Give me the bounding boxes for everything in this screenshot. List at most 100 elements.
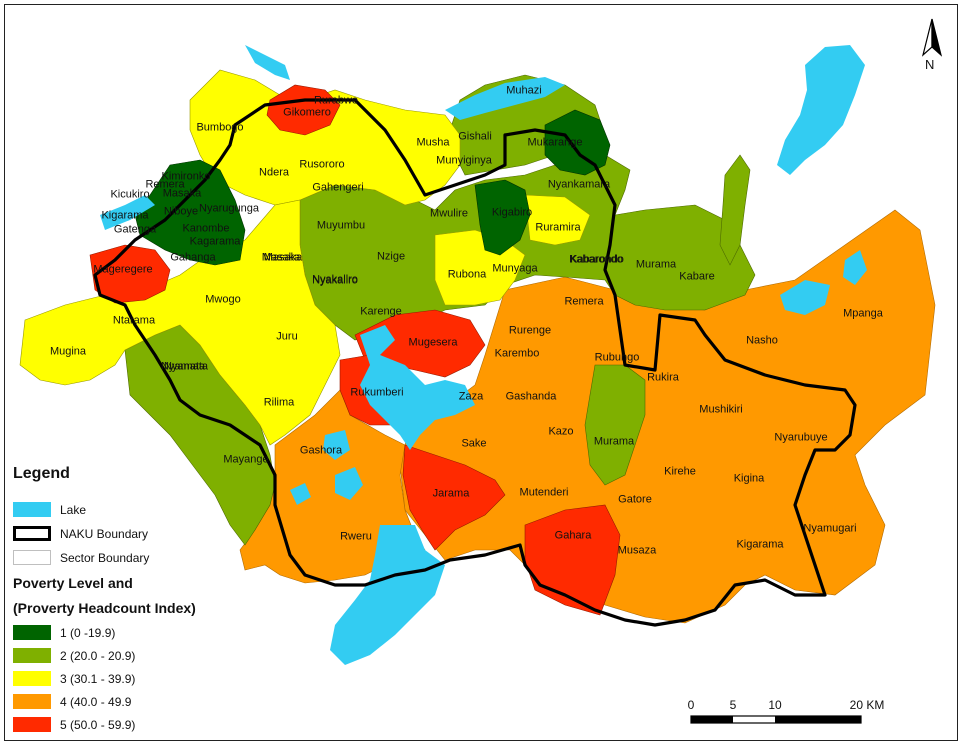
sector-label: Nyamata — [163, 360, 209, 373]
scale-tick-label: 20 KM — [849, 698, 885, 712]
sector-label: Mpanga — [843, 307, 883, 320]
sector-label: Ndera — [259, 166, 289, 179]
legend-label: 3 (30.1 - 39.9) — [60, 672, 136, 686]
sector-label: Nasho — [746, 334, 778, 347]
sector-label: Nyarugunga — [199, 202, 259, 215]
sector-label: Kabarondo — [569, 253, 623, 266]
sector-label: Muyumbu — [316, 219, 366, 232]
sector-label: Kanombe — [182, 222, 230, 235]
legend-label: Sector Boundary — [60, 551, 150, 565]
sector-label: Niboye — [163, 205, 199, 218]
scale-tick-label: 5 — [729, 698, 737, 712]
sector-label: Juru — [276, 330, 298, 343]
level3-swatch — [13, 671, 51, 686]
sector-label: Kazo — [548, 425, 574, 438]
level2-swatch — [13, 648, 51, 663]
legend-label: Lake — [60, 503, 87, 517]
sector-label: Rurenge — [508, 324, 552, 337]
sector-label: Gahara — [554, 529, 592, 542]
lake-mpanga — [843, 250, 867, 285]
sector-label: Karembo — [494, 347, 540, 360]
sector-label: Nyankamara — [547, 178, 611, 191]
sector-label: Kabare — [679, 270, 715, 283]
sector-label: Musha — [416, 136, 450, 149]
sector-label: Muhazi — [506, 84, 542, 97]
level4-swatch — [13, 694, 51, 709]
scale-bar: 0 5 10 20 KM — [687, 698, 884, 726]
sector-label: Gikomero — [283, 106, 331, 119]
legend-label: NAKU Boundary — [60, 527, 149, 541]
sector-label: Mayange — [223, 453, 269, 466]
sector-label: Munyiginya — [436, 154, 492, 167]
sector-label: Gahengeri — [312, 181, 364, 194]
legend-label: 5 (50.0 - 59.9) — [60, 718, 136, 732]
sector-label: Kigarama — [101, 209, 149, 222]
lake-east-large — [777, 45, 865, 175]
sector-label: Nyarubuye — [774, 431, 828, 444]
lake-north-river — [445, 77, 565, 120]
sector-label: Mugina — [49, 345, 87, 358]
sector-label: Ruramira — [535, 221, 581, 234]
sector-label: Ntarama — [112, 314, 156, 327]
sector-label: Kagarama — [189, 235, 241, 248]
sector-label: Murama — [635, 258, 677, 271]
sector-label: Rukira — [647, 371, 679, 384]
sector-label: Nyamugari — [803, 522, 857, 535]
sector-label: Zaza — [458, 390, 484, 403]
sector-label: Gishali — [458, 130, 492, 143]
sector-label: Rubona — [447, 268, 487, 281]
lake-gashora — [323, 430, 350, 460]
region-level5-gikomero — [266, 84, 341, 136]
sector-label: Gashora — [299, 444, 343, 457]
sector-label: Murama — [593, 435, 635, 448]
map-frame: Kigarama Gahara Jarama Gikomero Masaka Mugese… — [4, 4, 958, 741]
sector-label: Munyaga — [492, 262, 538, 275]
poverty-legend-title: Poverty Level and — [13, 575, 133, 591]
scale-bar-graphic — [690, 715, 862, 724]
sector-label: Rukumberi — [350, 386, 404, 399]
sector-label: Nyamata — [160, 360, 206, 373]
sector-label: Remera — [564, 295, 604, 308]
sector-label: Mageregere — [93, 263, 153, 276]
sector-label: Kigabiro — [491, 206, 533, 219]
lake-swatch — [13, 502, 51, 517]
sector-label: Gatore — [618, 493, 652, 506]
map-canvas — [5, 5, 957, 740]
sector-label: Mutenderi — [519, 486, 569, 499]
sector-label: Kirehe — [664, 465, 696, 478]
lake-rweru — [330, 525, 445, 665]
lake-east-small — [780, 280, 830, 315]
sector-label: Nzige — [376, 250, 406, 263]
region-level5-jarama — [402, 444, 506, 551]
lake-jarama-small — [290, 483, 311, 505]
north-label: N — [925, 57, 935, 72]
sector-label: Rweru — [340, 530, 372, 543]
sector-label: Kigina — [733, 472, 765, 485]
lake-central — [360, 325, 475, 450]
sector-label: Musaza — [617, 544, 657, 557]
level1-swatch — [13, 625, 51, 640]
north-arrow-icon — [921, 18, 943, 57]
sector-label: Mwogo — [205, 293, 241, 306]
naku-boundary — [93, 98, 857, 627]
sector-label: Sake — [461, 437, 487, 450]
sector-label: Rurabwe — [313, 94, 359, 107]
sector-label: Karenge — [360, 305, 402, 318]
sector-label: Nyakaliro — [312, 274, 358, 287]
sector-label: Bumbogo — [196, 121, 244, 134]
sector-label: Mushikiri — [699, 403, 743, 416]
lake-gashora2 — [335, 467, 363, 500]
sector-label: Kabarondo — [570, 253, 624, 266]
sector-label: Kimironko — [161, 170, 211, 183]
sector-label: Remera — [145, 178, 185, 191]
sector-label: Mukarange — [527, 136, 583, 149]
region-level2-murama — [584, 364, 646, 486]
scale-tick-label: 0 — [687, 698, 695, 712]
sector-label: Kigarama — [736, 538, 784, 551]
sector-label: Rubungo — [594, 351, 640, 364]
sector-label: Gahanga — [170, 251, 216, 264]
region-level2-strip — [719, 154, 751, 266]
scale-tick-label: 10 — [768, 698, 782, 712]
sector-label: Gatenga — [113, 223, 157, 236]
sector-label: Mugesera — [408, 336, 458, 349]
